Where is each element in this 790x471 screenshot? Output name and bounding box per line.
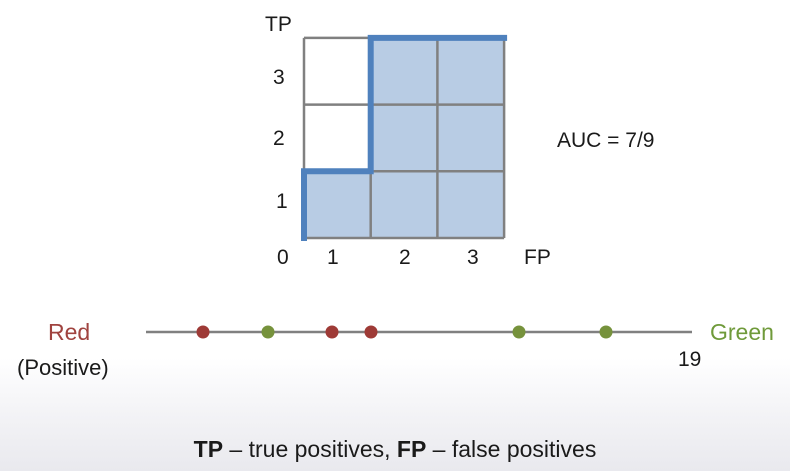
y-tick-2: 2 bbox=[273, 127, 285, 150]
caption-tp-text: – true positives, bbox=[223, 436, 397, 462]
roc-cell-1-1 bbox=[370, 104, 438, 172]
caption: TP – true positives, FP – false positive… bbox=[0, 436, 790, 463]
roc-curve bbox=[301, 34, 508, 241]
x-tick-2: 2 bbox=[399, 246, 411, 269]
ranking-point-green bbox=[512, 325, 526, 339]
caption-tp-abbr: TP bbox=[193, 436, 224, 462]
ranking-point-red bbox=[364, 325, 378, 339]
green-label: Green bbox=[710, 319, 774, 345]
roc-cell-1-0 bbox=[370, 171, 438, 238]
y-tick-1: 1 bbox=[276, 190, 288, 213]
x-tick-1: 1 bbox=[327, 246, 339, 269]
roc-cell-2-0 bbox=[437, 171, 505, 238]
ranking-point-red bbox=[196, 325, 210, 339]
y-axis-label: TP bbox=[265, 13, 292, 36]
ranking-point-green bbox=[261, 325, 275, 339]
ranking-point-red bbox=[325, 325, 339, 339]
x-axis-label: FP bbox=[524, 246, 551, 269]
positive-label: (Positive) bbox=[17, 355, 109, 380]
end-value-label: 19 bbox=[678, 348, 702, 371]
red-label: Red bbox=[48, 319, 91, 345]
origin-label: 0 bbox=[277, 246, 289, 269]
ranking-point-green bbox=[599, 325, 613, 339]
ranking-points bbox=[196, 325, 613, 339]
caption-fp-abbr: FP bbox=[396, 436, 427, 462]
auc-label: AUC = 7/9 bbox=[557, 129, 655, 152]
x-tick-3: 3 bbox=[467, 246, 479, 269]
y-tick-3: 3 bbox=[273, 66, 285, 89]
caption-fp-text: – false positives bbox=[426, 436, 597, 462]
roc-cell-0-0 bbox=[304, 171, 371, 238]
roc-cell-2-2 bbox=[437, 37, 505, 105]
roc-filled-area bbox=[304, 37, 505, 238]
roc-cell-1-2 bbox=[370, 37, 438, 105]
roc-cell-2-1 bbox=[437, 104, 505, 172]
